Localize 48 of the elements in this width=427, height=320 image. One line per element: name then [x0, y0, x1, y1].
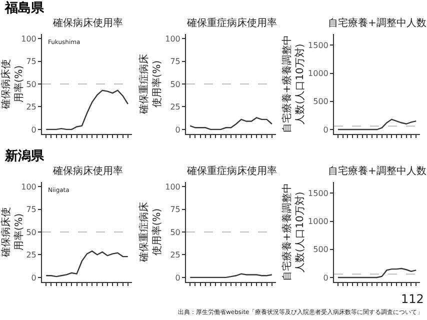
chart-title: 確保病床使用率: [52, 165, 123, 177]
y-axis-title: 確保重症病床使用率(%): [138, 202, 164, 263]
y-tick-label: 1500: [308, 189, 328, 198]
y-tick-label: 25: [170, 250, 180, 260]
chart-title: 自宅療養+調整中人数: [328, 17, 426, 29]
y-tick-label: 1000: [308, 217, 328, 226]
line-series: [337, 118, 417, 130]
y-tick-label: 50: [26, 80, 36, 89]
y-axis-title: 確保病床使用率(%): [0, 207, 25, 258]
y-tick-label: 0: [175, 273, 180, 282]
chart-title: 自宅療養+調整中人数: [328, 165, 426, 177]
y-tick-label: 100: [21, 34, 36, 44]
line-series: [45, 250, 129, 278]
text: 福島県: [4, 0, 45, 16]
y-tick-label: 75: [26, 57, 36, 66]
y-tick-label: 50: [170, 228, 180, 237]
chart-title: 確保重症病床使用率: [186, 165, 277, 177]
y-tick-label: 100: [165, 34, 180, 44]
chart-title: 確保重症病床使用率: [186, 17, 277, 29]
y-tick-label: 75: [26, 205, 36, 214]
text: 112: [401, 292, 424, 306]
y-tick-label: 25: [26, 102, 36, 112]
line-series: [45, 90, 129, 130]
y-axis-title: 確保病床使用率(%): [0, 59, 25, 110]
line-series: [189, 117, 273, 130]
y-tick-label: 0: [323, 125, 328, 134]
y-tick-label: 0: [31, 125, 36, 134]
chart-title: 確保病床使用率: [52, 17, 123, 29]
y-tick-label: 500: [313, 245, 328, 254]
y-axis-title: 自宅療養+療養調整中人数(人口10万対): [281, 34, 306, 134]
y-tick-label: 25: [26, 250, 36, 260]
y-tick-label: 50: [170, 80, 180, 89]
line-series: [337, 268, 417, 278]
y-axis-title: 確保重症病床使用率(%): [138, 54, 164, 115]
text: 新潟県: [4, 148, 45, 164]
y-tick-label: 500: [313, 97, 328, 106]
y-tick-label: 0: [323, 273, 328, 282]
y-tick-label: 1000: [308, 69, 328, 78]
y-tick-label: 0: [31, 273, 36, 282]
y-tick-label: 75: [170, 205, 180, 214]
y-tick-label: 25: [170, 102, 180, 112]
y-tick-label: 75: [170, 57, 180, 66]
y-tick-label: 100: [165, 182, 180, 192]
y-tick-label: 1500: [308, 41, 328, 50]
y-axis-title: 自宅療養+療養調整中人数(人口10万対): [281, 182, 306, 282]
y-tick-label: 0: [175, 125, 180, 134]
y-tick-label: 50: [26, 228, 36, 237]
y-tick-label: 100: [21, 182, 36, 192]
